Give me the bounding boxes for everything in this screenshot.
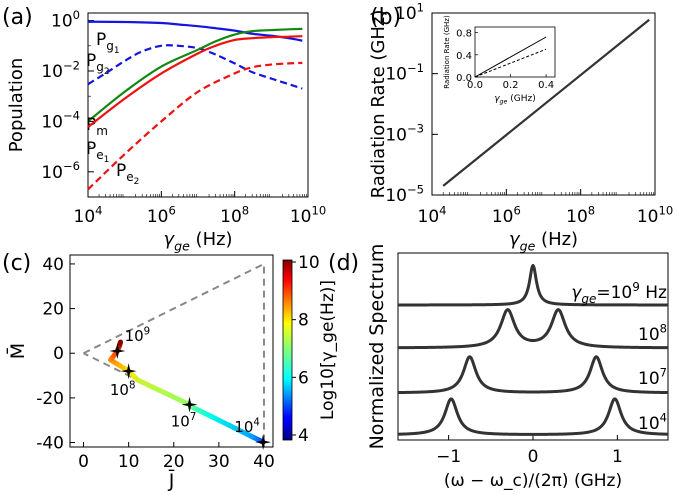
y-axis-label: Radiation Rate (GHz) bbox=[368, 10, 389, 199]
y-tick-label: -20 bbox=[36, 389, 64, 409]
marker-star bbox=[109, 343, 126, 359]
colorbar-tick-label: 6 bbox=[298, 368, 309, 388]
y-tick-label: 0 bbox=[53, 344, 64, 364]
x-tick-label: 104 bbox=[74, 203, 103, 227]
series-label-Pe1: Pe1 bbox=[86, 139, 109, 165]
y-tick-label: 40 bbox=[42, 255, 64, 275]
y-tick-label: 10−1 bbox=[385, 61, 424, 85]
y-axis-label: Normalized Spectrum bbox=[366, 244, 388, 450]
y-tick-label: 101 bbox=[395, 0, 424, 24]
panel-a-frame bbox=[87, 12, 309, 198]
panel-label-d: (d) bbox=[328, 251, 359, 276]
y-tick-label: 10−5 bbox=[385, 182, 424, 206]
x-axis-label: γge (Hz) bbox=[163, 229, 232, 253]
series-label-Pg1: Pg1 bbox=[96, 30, 120, 56]
spectrum-line-10^8 bbox=[397, 308, 669, 350]
x-tick-label: −1 bbox=[436, 447, 461, 467]
marker-star bbox=[181, 396, 198, 413]
x-tick-label: 106 bbox=[147, 203, 176, 227]
x-tick-label: 10 bbox=[118, 452, 140, 472]
panel-c-trajectory-chart: 0 10 20 30 40 40 20 0 -20 -40 J̄ M̄ 104 107 108 109 4 6 8 1… bbox=[5, 253, 338, 492]
inset-line-dashed bbox=[474, 48, 547, 78]
inset-y-tick-label: 0.0 bbox=[456, 73, 472, 84]
marker-label: 109 bbox=[125, 326, 151, 345]
colorbar bbox=[282, 259, 293, 441]
marker-label: 108 bbox=[110, 380, 136, 399]
x-tick-label: 1010 bbox=[637, 203, 673, 227]
colorbar-tick-label: 10 bbox=[298, 253, 320, 273]
x-tick-label: 40 bbox=[253, 452, 275, 472]
spectrum-line-10^4 bbox=[397, 397, 669, 436]
x-tick-label: 108 bbox=[566, 203, 595, 227]
colorbar-label: Log10[γ_ge(Hz)] bbox=[318, 280, 338, 420]
spectrum-label-10^8: 108 bbox=[638, 321, 667, 345]
x-tick-label: 106 bbox=[492, 203, 521, 227]
series-label-Pg2: Pg2 bbox=[86, 51, 110, 77]
panel-b-frame bbox=[431, 12, 656, 196]
x-tick-label: 1010 bbox=[290, 203, 326, 227]
x-tick-label: 30 bbox=[208, 452, 230, 472]
inset-line-solid bbox=[474, 36, 547, 78]
x-tick-label: 104 bbox=[418, 203, 447, 227]
colorbar-tick-label: 4 bbox=[298, 426, 309, 446]
panel-c-frame bbox=[69, 254, 274, 448]
spectrum-label-10^9: γge=109 Hz bbox=[571, 280, 667, 306]
y-tick-label: 20 bbox=[42, 300, 64, 320]
spectrum-line-10^9 bbox=[398, 263, 668, 307]
x-axis-label: J̄ bbox=[168, 468, 176, 492]
inset-y-tick-label: 0.8 bbox=[456, 29, 472, 40]
marker-label: 104 bbox=[234, 417, 260, 436]
series-line-Pe2 bbox=[87, 61, 303, 191]
series-line-Pm bbox=[87, 27, 303, 123]
panel-a-population-chart: 104 106 108 1010 100 10−2 10−4 10−6 γge (Hz) Popu… bbox=[6, 8, 326, 253]
x-tick-label: 20 bbox=[163, 452, 185, 472]
x-axis-label: (ω − ω_c)/(2π) (GHz) bbox=[444, 471, 622, 491]
inset-x-tick-label: 0.4 bbox=[538, 80, 554, 91]
inset-frame bbox=[474, 26, 556, 78]
y-axis-label: M̄ bbox=[5, 343, 29, 359]
spectrum-label-10^7: 107 bbox=[638, 365, 667, 389]
rate-line bbox=[442, 18, 650, 187]
marker-label: 107 bbox=[171, 412, 197, 431]
series-label-Pe2: Pe2 bbox=[116, 161, 139, 187]
inset-x-tick-label: 0.2 bbox=[503, 80, 519, 91]
panel-label-a: (a) bbox=[2, 5, 33, 30]
y-tick-label: 10−2 bbox=[41, 58, 80, 82]
panel-label-b: (b) bbox=[370, 5, 401, 30]
inset-y-axis-label: Radiation Rate (GHz) bbox=[443, 15, 451, 89]
series-line-Pe1 bbox=[87, 35, 303, 128]
x-tick-label: 0 bbox=[78, 452, 89, 472]
panel-label-c: (c) bbox=[2, 251, 31, 276]
inset-y-tick-label: 0.4 bbox=[456, 51, 472, 62]
y-tick-label: 10−3 bbox=[385, 122, 424, 146]
inset-x-axis-label: γge (GHz) bbox=[494, 94, 536, 106]
panel-b-radiation-rate-chart: 104 106 108 1010 101 10−1 10−3 10−5 γge (Hz) Radi… bbox=[368, 0, 673, 253]
marker-star bbox=[120, 363, 137, 380]
marker-star bbox=[255, 434, 272, 451]
x-axis-label: γge (Hz) bbox=[509, 229, 578, 253]
spectrum-line-10^7 bbox=[397, 355, 669, 395]
series-line-Pg2 bbox=[87, 44, 303, 90]
x-tick-label: 108 bbox=[220, 203, 249, 227]
y-tick-label: -40 bbox=[36, 434, 64, 454]
y-tick-label: 10−6 bbox=[41, 159, 80, 183]
y-tick-label: 100 bbox=[51, 8, 80, 32]
x-tick-label: 0 bbox=[528, 447, 539, 467]
colorbar-tick-label: 8 bbox=[298, 311, 309, 331]
y-tick-label: 10−4 bbox=[41, 109, 80, 133]
inset-x-tick-label: 0.0 bbox=[467, 80, 483, 91]
spectrum-label-10^4: 104 bbox=[638, 410, 667, 434]
panel-d-spectrum-chart: −1 0 1 (ω − ω_c)/(2π) (GHz) Normalized Spect… bbox=[366, 244, 669, 491]
y-axis-label: Population bbox=[6, 58, 27, 153]
x-tick-label: 1 bbox=[612, 447, 623, 467]
